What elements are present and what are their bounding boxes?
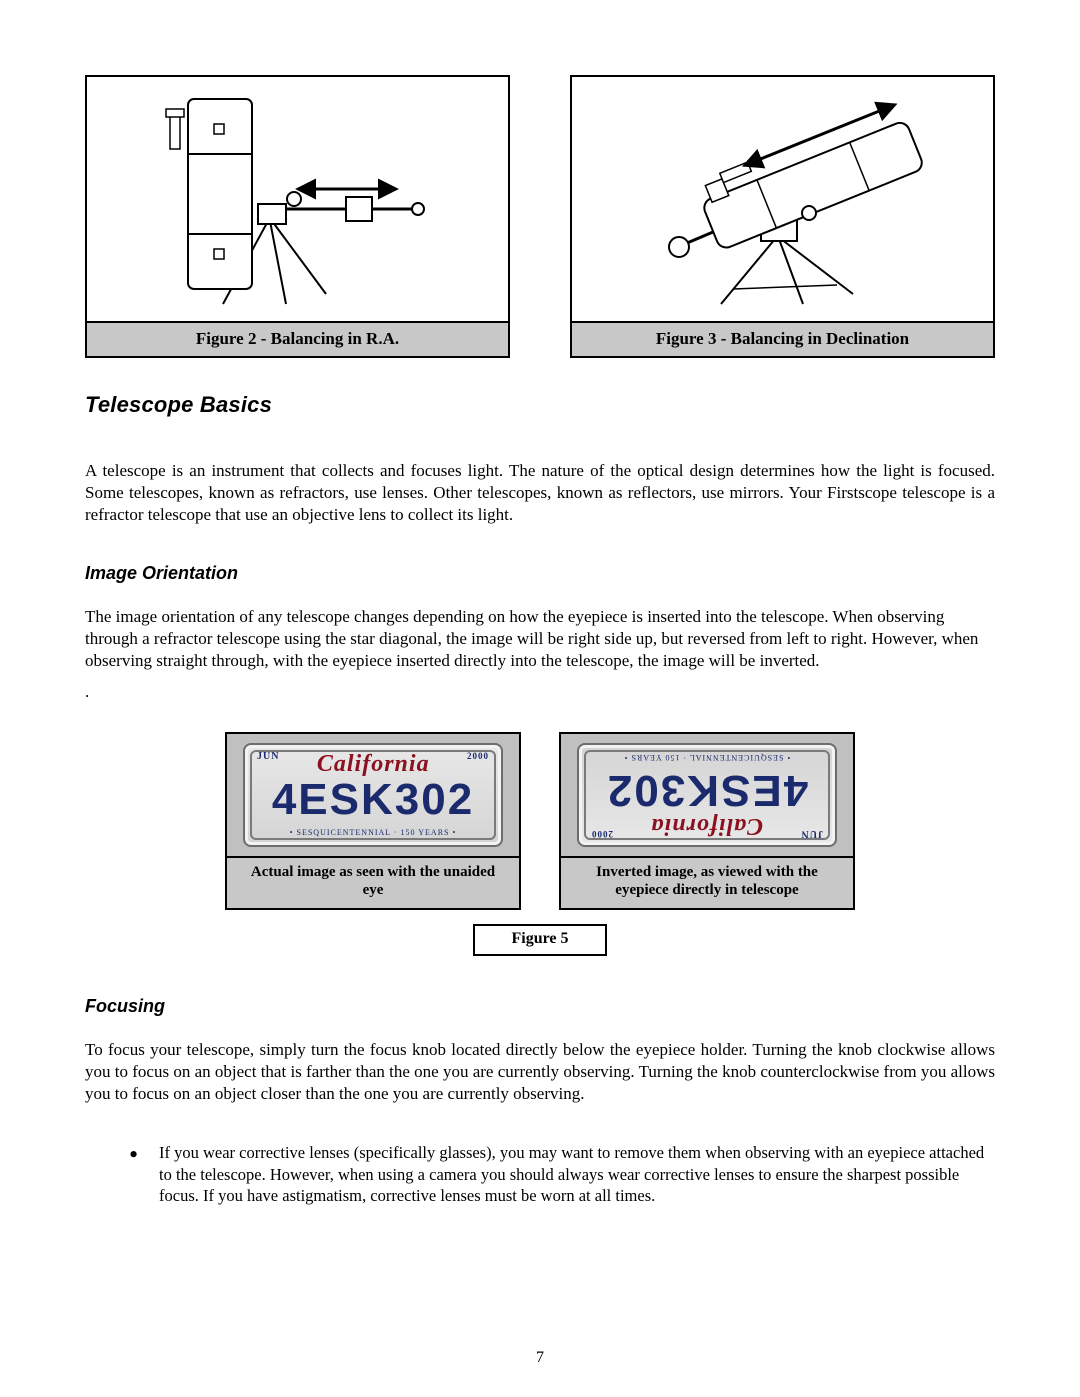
plate-bottom-line: • SESQUICENTENNIAL · 150 YEARS • — [245, 828, 501, 837]
plate-state-flipped: California — [650, 812, 763, 839]
focusing-note-item: If you wear corrective lenses (specifica… — [129, 1142, 995, 1206]
figure-3-caption: Figure 3 - Balancing in Declination — [572, 321, 993, 356]
balancing-declination-diagram-icon — [603, 89, 963, 309]
figure-2-illustration — [87, 77, 508, 321]
figure-5-label: Figure 5 — [473, 924, 606, 956]
plate-month-flipped: JUN — [801, 812, 823, 839]
subsection-heading-image-orientation: Image Orientation — [85, 563, 995, 584]
image-orientation-paragraph: The image orientation of any telescope c… — [85, 606, 995, 671]
focusing-note-list: If you wear corrective lenses (specifica… — [129, 1142, 995, 1206]
plate-number-flipped: 4ESK302 — [579, 765, 835, 815]
section-heading-telescope-basics: Telescope Basics — [85, 392, 995, 418]
plate-year-flipped: 2000 — [591, 812, 613, 839]
license-plate-figure-row: JUN California 2000 4ESK302 • SESQUICENT… — [85, 732, 995, 911]
balancing-ra-diagram-icon — [118, 89, 478, 309]
subsection-heading-focusing: Focusing — [85, 996, 995, 1017]
intro-paragraph: A telescope is an instrument that collec… — [85, 460, 995, 525]
plate-actual-caption: Actual image as seen with the unaided ey… — [227, 858, 519, 909]
plate-inverted-caption: Inverted image, as viewed with the eyepi… — [561, 858, 853, 909]
document-page: Figure 2 - Balancing in R.A. — [0, 0, 1080, 1397]
figure-2-caption: Figure 2 - Balancing in R.A. — [87, 321, 508, 356]
plate-number: 4ESK302 — [245, 775, 501, 825]
license-plate-normal-icon: JUN California 2000 4ESK302 • SESQUICENT… — [243, 743, 503, 847]
plate-month: JUN — [257, 751, 279, 778]
figure-row-top: Figure 2 - Balancing in R.A. — [85, 75, 995, 358]
figure-2-box: Figure 2 - Balancing in R.A. — [85, 75, 510, 358]
plate-state: California — [317, 751, 430, 778]
page-number: 7 — [0, 1349, 1080, 1367]
plate-inverted-image: JUN California 2000 4ESK302 • SESQUICENT… — [561, 734, 853, 858]
license-plate-inverted-icon: JUN California 2000 4ESK302 • SESQUICENT… — [577, 743, 837, 847]
plate-bottom-line-flipped: • SESQUICENTENNIAL · 150 YEARS • — [579, 753, 835, 762]
stray-dot: . — [85, 682, 995, 702]
plate-actual-box: JUN California 2000 4ESK302 • SESQUICENT… — [225, 732, 521, 911]
figure-3-illustration — [572, 77, 993, 321]
figure-3-box: Figure 3 - Balancing in Declination — [570, 75, 995, 358]
plate-inverted-box: JUN California 2000 4ESK302 • SESQUICENT… — [559, 732, 855, 911]
focusing-paragraph: To focus your telescope, simply turn the… — [85, 1039, 995, 1104]
plate-actual-image: JUN California 2000 4ESK302 • SESQUICENT… — [227, 734, 519, 858]
plate-year: 2000 — [467, 751, 489, 778]
figure-5-wrap: Figure 5 — [85, 924, 995, 956]
